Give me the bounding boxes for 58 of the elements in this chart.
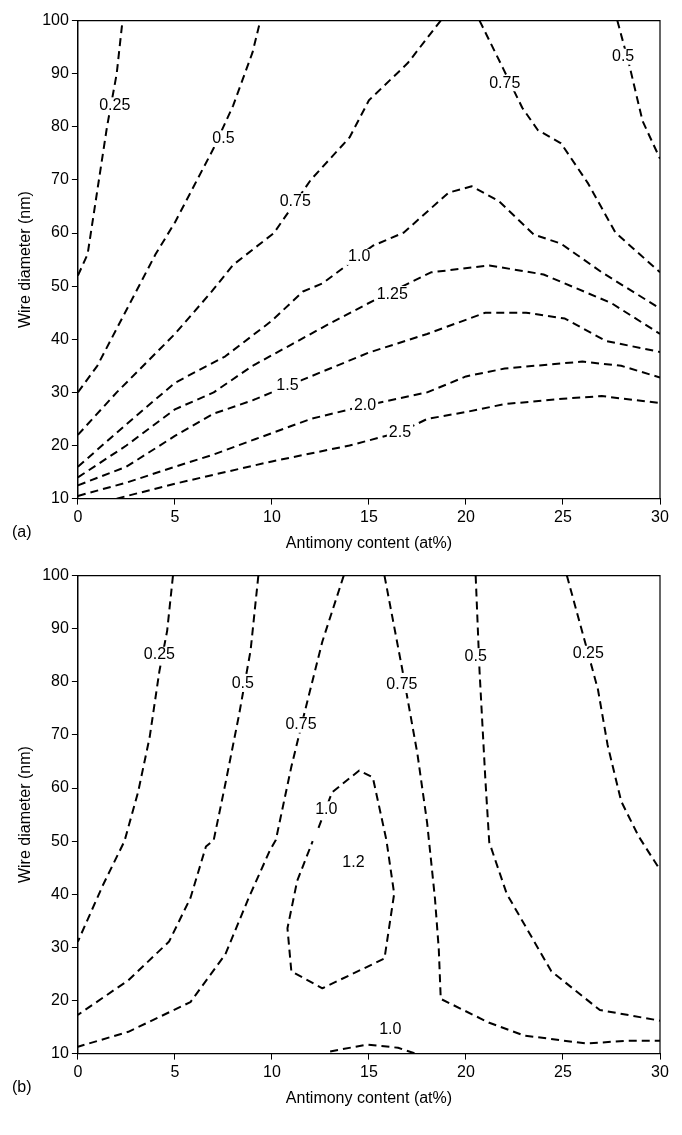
y-tick-label: 70	[51, 725, 69, 743]
annotation: 0.25	[143, 645, 176, 663]
x-tick-label: 5	[170, 1062, 180, 1080]
y-tick-label: 50	[51, 831, 69, 849]
annotation: 0.75	[386, 675, 418, 693]
x-axis-title: Antimony content (at%)	[285, 1088, 453, 1106]
text: (b)	[12, 1078, 32, 1096]
y-axis-title: Wire diameter (nm)	[16, 746, 34, 884]
y-tick-label: 90	[51, 64, 69, 82]
annotation: 0.5	[231, 674, 255, 692]
annotation: 1.0	[315, 799, 338, 817]
y-tick-label: 80	[51, 117, 69, 135]
y-tick-label: 20	[51, 990, 69, 1008]
y-tick-label: 60	[51, 223, 69, 241]
y-tick-label: 60	[51, 778, 69, 796]
annotation: 0.5	[612, 47, 635, 65]
annotation: 0.25	[99, 95, 131, 113]
line-series	[286, 769, 396, 990]
y-tick-label: 80	[51, 672, 69, 690]
annotation: 0.5	[212, 128, 235, 146]
annotation: 1.0	[348, 247, 371, 265]
text: (a)	[12, 523, 32, 541]
annotation: 1.25	[376, 284, 408, 302]
y-tick-label: 100	[42, 566, 69, 584]
y-tick-label: 50	[51, 276, 69, 294]
x-tick-label: 30	[651, 1062, 669, 1080]
x-tick-label: 10	[263, 507, 281, 525]
x-tick-label: 25	[554, 507, 572, 525]
x-axis-title: Antimony content (at%)	[285, 533, 453, 551]
annotation: 0.5	[464, 646, 487, 664]
y-tick-label: 10	[51, 1044, 69, 1062]
annotation: 0.25	[572, 644, 604, 662]
y-tick-label: 40	[51, 884, 69, 902]
annotation: 0.75	[489, 73, 521, 91]
x-tick-label: 25	[554, 1062, 572, 1080]
y-axis-title: Wire diameter (nm)	[16, 191, 34, 329]
y-tick-label: 100	[42, 11, 69, 29]
annotation: 0.75	[285, 715, 317, 733]
y-tick-label: 20	[51, 435, 69, 453]
y-tick-label: 30	[51, 937, 69, 955]
x-tick-label: 0	[73, 507, 83, 525]
y-tick-label: 90	[51, 619, 69, 637]
x-tick-label: 5	[170, 507, 180, 525]
x-tick-label: 20	[457, 507, 475, 525]
y-tick-label: 70	[51, 170, 69, 188]
x-tick-label: 20	[457, 1062, 475, 1080]
x-tick-label: 10	[263, 1062, 281, 1080]
x-tick-label: 15	[360, 507, 378, 525]
x-tick-label: 30	[651, 507, 669, 525]
y-tick-label: 40	[51, 329, 69, 347]
annotation: 1.0	[379, 1020, 402, 1038]
x-tick-label: 15	[360, 1062, 378, 1080]
y-tick-label: 10	[51, 489, 69, 507]
annotation: 1.5	[276, 376, 299, 394]
annotation: 0.75	[279, 191, 311, 209]
annotation: 1.2	[342, 853, 365, 871]
x-tick-label: 0	[73, 1062, 83, 1080]
y-tick-label: 30	[51, 382, 69, 400]
